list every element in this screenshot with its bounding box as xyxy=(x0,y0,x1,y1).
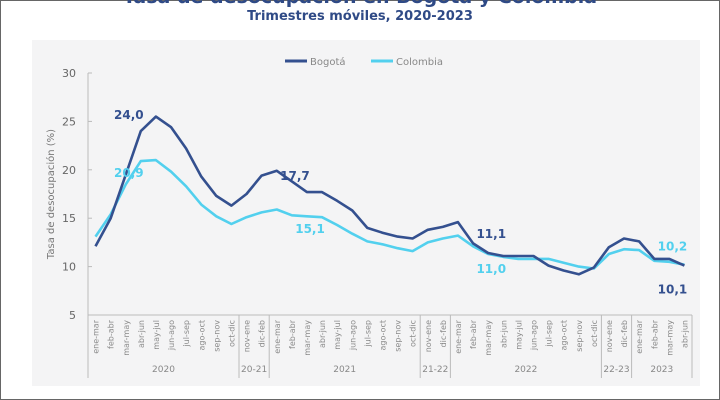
y-tick-label: 5 xyxy=(69,309,76,322)
x-tick-label: jul-sep xyxy=(545,320,554,348)
x-tick-label: jun-ago xyxy=(167,320,176,351)
x-tick-label: nov-ene xyxy=(243,320,252,352)
data-label: 20,9 xyxy=(114,166,144,180)
y-tick-label: 15 xyxy=(62,212,76,225)
x-tick-label: oct-dic xyxy=(409,320,418,347)
x-tick-label: may-jul xyxy=(333,320,342,350)
x-tick-label: jul-sep xyxy=(363,320,372,348)
data-label: 15,1 xyxy=(295,222,325,236)
x-tick-label: ene-mar xyxy=(635,319,644,353)
x-tick-label: jun-ago xyxy=(348,320,357,351)
x-tick-label: feb-abr xyxy=(288,319,297,349)
data-label: 10,2 xyxy=(658,240,688,254)
x-tick-label: nov-ene xyxy=(605,320,614,352)
x-group-label: 22-23 xyxy=(603,365,629,375)
x-tick-label: mar-may xyxy=(665,320,674,356)
x-group-label: 21-22 xyxy=(422,365,448,375)
data-label: 24,0 xyxy=(114,108,144,122)
y-axis-label: Tasa de desocupación (%) xyxy=(45,129,57,260)
series-line-bogotá xyxy=(94,115,685,276)
y-tick-label: 30 xyxy=(62,67,76,80)
x-tick-label: feb-abr xyxy=(650,319,659,349)
x-tick-label: jun-ago xyxy=(529,320,538,351)
data-label: 11,1 xyxy=(476,227,506,241)
x-group-label: 2023 xyxy=(650,365,673,375)
chart-subtitle: Trimestres móviles, 2020-2023 xyxy=(247,9,473,24)
x-tick-label: sep-nov xyxy=(394,320,403,352)
x-group-label: 2020 xyxy=(152,365,175,375)
chart-title: Tasa de desocupación en Bogotá y Colombi… xyxy=(0,0,720,8)
x-tick-label: oct-dic xyxy=(227,320,236,347)
x-tick-label: ago-oct xyxy=(378,320,387,351)
data-label: 10,1 xyxy=(658,283,688,297)
x-tick-label: dic-feb xyxy=(439,320,448,347)
y-tick-label: 20 xyxy=(62,164,76,177)
x-tick-label: dic-feb xyxy=(620,320,629,347)
legend-label-bogotá: Bogotá xyxy=(310,56,346,68)
data-label: 11,0 xyxy=(476,262,506,276)
x-tick-label: oct-dic xyxy=(590,320,599,347)
series-line-colombia xyxy=(94,158,685,270)
x-tick-label: mar-may xyxy=(303,320,312,356)
x-tick-label: jul-sep xyxy=(182,320,191,348)
x-tick-label: feb-abr xyxy=(107,319,116,349)
x-tick-label: abr-jun xyxy=(137,320,146,348)
x-tick-label: nov-ene xyxy=(424,320,433,352)
x-tick-label: abr-jun xyxy=(499,320,508,348)
x-tick-label: ago-oct xyxy=(197,320,206,351)
chart-panel xyxy=(32,40,700,386)
x-group-label: 2022 xyxy=(514,365,537,375)
x-tick-label: feb-abr xyxy=(469,319,478,349)
y-tick-label: 25 xyxy=(62,115,76,128)
x-tick-label: mar-may xyxy=(122,320,131,356)
x-tick-label: ene-mar xyxy=(454,319,463,353)
x-tick-label: ago-oct xyxy=(560,320,569,351)
x-tick-label: ene-mar xyxy=(273,319,282,353)
x-group-label: 2021 xyxy=(333,365,356,375)
x-tick-label: mar-may xyxy=(484,320,493,356)
legend-label-colombia: Colombia xyxy=(396,57,443,68)
y-tick-label: 10 xyxy=(62,261,76,274)
x-tick-label: ene-mar xyxy=(92,319,101,353)
x-tick-label: abr-jun xyxy=(318,320,327,348)
x-tick-label: sep-nov xyxy=(212,320,221,352)
x-tick-label: abr-jun xyxy=(680,320,689,348)
x-group-label: 20-21 xyxy=(241,365,267,375)
data-label: 17,7 xyxy=(280,169,310,183)
x-tick-label: sep-nov xyxy=(575,320,584,352)
x-tick-label: may-jul xyxy=(514,320,523,350)
x-tick-label: may-jul xyxy=(152,320,161,350)
x-tick-label: dic-feb xyxy=(258,320,267,347)
